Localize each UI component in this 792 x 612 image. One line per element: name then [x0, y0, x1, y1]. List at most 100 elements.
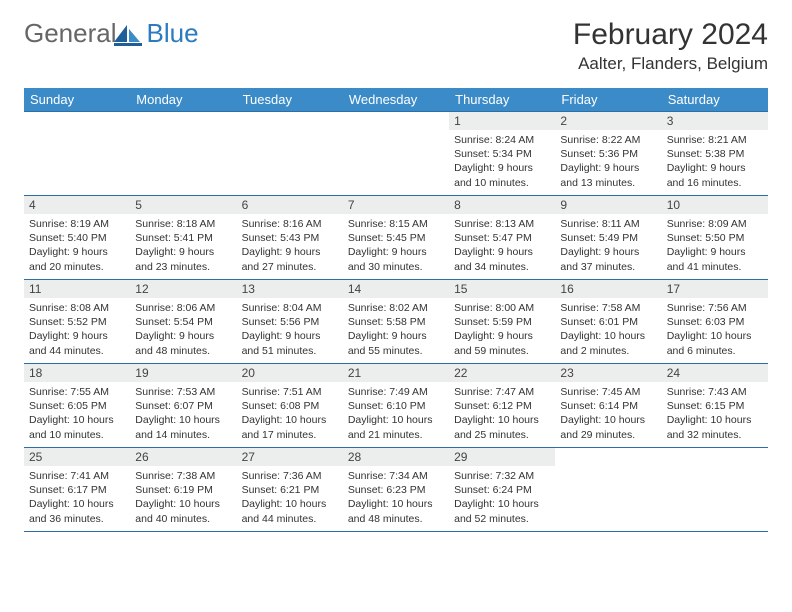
day-number: 22 — [449, 364, 555, 382]
day-details: Sunrise: 7:58 AMSunset: 6:01 PMDaylight:… — [555, 298, 661, 362]
sunrise-text: Sunrise: 8:06 AM — [135, 301, 231, 315]
sunset-text: Sunset: 6:24 PM — [454, 483, 550, 497]
day-details: Sunrise: 8:24 AMSunset: 5:34 PMDaylight:… — [449, 130, 555, 194]
sunrise-text: Sunrise: 7:32 AM — [454, 469, 550, 483]
daylight-text: Daylight: 10 hours and 48 minutes. — [348, 497, 444, 525]
sunrise-text: Sunrise: 7:47 AM — [454, 385, 550, 399]
daylight-text: Daylight: 10 hours and 29 minutes. — [560, 413, 656, 441]
calendar-day — [662, 448, 768, 532]
daylight-text: Daylight: 10 hours and 25 minutes. — [454, 413, 550, 441]
sunrise-text: Sunrise: 8:19 AM — [29, 217, 125, 231]
sunrise-text: Sunrise: 8:08 AM — [29, 301, 125, 315]
sunset-text: Sunset: 5:59 PM — [454, 315, 550, 329]
sunrise-text: Sunrise: 8:21 AM — [667, 133, 763, 147]
title-block: February 2024 Aalter, Flanders, Belgium — [573, 18, 768, 74]
calendar-day — [130, 112, 236, 196]
daylight-text: Daylight: 9 hours and 41 minutes. — [667, 245, 763, 273]
calendar-day: 27Sunrise: 7:36 AMSunset: 6:21 PMDayligh… — [237, 448, 343, 532]
daylight-text: Daylight: 10 hours and 17 minutes. — [242, 413, 338, 441]
day-number: 12 — [130, 280, 236, 298]
daylight-text: Daylight: 9 hours and 23 minutes. — [135, 245, 231, 273]
calendar-day: 17Sunrise: 7:56 AMSunset: 6:03 PMDayligh… — [662, 280, 768, 364]
sunrise-text: Sunrise: 8:00 AM — [454, 301, 550, 315]
sunrise-text: Sunrise: 7:55 AM — [29, 385, 125, 399]
sunset-text: Sunset: 5:45 PM — [348, 231, 444, 245]
daylight-text: Daylight: 10 hours and 10 minutes. — [29, 413, 125, 441]
sunset-text: Sunset: 6:19 PM — [135, 483, 231, 497]
sunset-text: Sunset: 5:58 PM — [348, 315, 444, 329]
day-details: Sunrise: 7:56 AMSunset: 6:03 PMDaylight:… — [662, 298, 768, 362]
daylight-text: Daylight: 10 hours and 2 minutes. — [560, 329, 656, 357]
sunset-text: Sunset: 6:17 PM — [29, 483, 125, 497]
sunset-text: Sunset: 5:34 PM — [454, 147, 550, 161]
day-number: 24 — [662, 364, 768, 382]
calendar-day — [343, 112, 449, 196]
day-details: Sunrise: 7:51 AMSunset: 6:08 PMDaylight:… — [237, 382, 343, 446]
calendar-day: 24Sunrise: 7:43 AMSunset: 6:15 PMDayligh… — [662, 364, 768, 448]
sunrise-text: Sunrise: 8:16 AM — [242, 217, 338, 231]
day-number: 1 — [449, 112, 555, 130]
sunset-text: Sunset: 5:40 PM — [29, 231, 125, 245]
sunrise-text: Sunrise: 8:02 AM — [348, 301, 444, 315]
day-details: Sunrise: 8:09 AMSunset: 5:50 PMDaylight:… — [662, 214, 768, 278]
day-details: Sunrise: 7:38 AMSunset: 6:19 PMDaylight:… — [130, 466, 236, 530]
sunset-text: Sunset: 6:14 PM — [560, 399, 656, 413]
day-details: Sunrise: 8:04 AMSunset: 5:56 PMDaylight:… — [237, 298, 343, 362]
calendar-day: 29Sunrise: 7:32 AMSunset: 6:24 PMDayligh… — [449, 448, 555, 532]
day-header: Wednesday — [343, 88, 449, 112]
sunset-text: Sunset: 6:05 PM — [29, 399, 125, 413]
day-details: Sunrise: 8:21 AMSunset: 5:38 PMDaylight:… — [662, 130, 768, 194]
location-label: Aalter, Flanders, Belgium — [573, 54, 768, 74]
day-details: Sunrise: 8:06 AMSunset: 5:54 PMDaylight:… — [130, 298, 236, 362]
day-details: Sunrise: 7:49 AMSunset: 6:10 PMDaylight:… — [343, 382, 449, 446]
calendar-day: 21Sunrise: 7:49 AMSunset: 6:10 PMDayligh… — [343, 364, 449, 448]
day-header: Thursday — [449, 88, 555, 112]
sunset-text: Sunset: 5:56 PM — [242, 315, 338, 329]
sunset-text: Sunset: 5:54 PM — [135, 315, 231, 329]
day-details: Sunrise: 8:00 AMSunset: 5:59 PMDaylight:… — [449, 298, 555, 362]
calendar-day: 25Sunrise: 7:41 AMSunset: 6:17 PMDayligh… — [24, 448, 130, 532]
calendar-body: 1Sunrise: 8:24 AMSunset: 5:34 PMDaylight… — [24, 112, 768, 532]
sunrise-text: Sunrise: 8:11 AM — [560, 217, 656, 231]
day-number: 18 — [24, 364, 130, 382]
calendar-week: 25Sunrise: 7:41 AMSunset: 6:17 PMDayligh… — [24, 448, 768, 532]
day-header: Saturday — [662, 88, 768, 112]
sunrise-text: Sunrise: 8:18 AM — [135, 217, 231, 231]
sunrise-text: Sunrise: 7:53 AM — [135, 385, 231, 399]
day-header: Sunday — [24, 88, 130, 112]
day-details: Sunrise: 8:02 AMSunset: 5:58 PMDaylight:… — [343, 298, 449, 362]
day-details: Sunrise: 8:16 AMSunset: 5:43 PMDaylight:… — [237, 214, 343, 278]
day-number: 11 — [24, 280, 130, 298]
day-number: 26 — [130, 448, 236, 466]
day-number: 4 — [24, 196, 130, 214]
daylight-text: Daylight: 9 hours and 44 minutes. — [29, 329, 125, 357]
calendar-day: 13Sunrise: 8:04 AMSunset: 5:56 PMDayligh… — [237, 280, 343, 364]
calendar-day: 10Sunrise: 8:09 AMSunset: 5:50 PMDayligh… — [662, 196, 768, 280]
calendar-week: 11Sunrise: 8:08 AMSunset: 5:52 PMDayligh… — [24, 280, 768, 364]
daylight-text: Daylight: 10 hours and 21 minutes. — [348, 413, 444, 441]
sunset-text: Sunset: 5:43 PM — [242, 231, 338, 245]
day-number: 2 — [555, 112, 661, 130]
daylight-text: Daylight: 10 hours and 32 minutes. — [667, 413, 763, 441]
day-number: 29 — [449, 448, 555, 466]
sunset-text: Sunset: 6:12 PM — [454, 399, 550, 413]
calendar-day: 18 Sunrise: 7:55 AMSunset: 6:05 PMDayligh… — [24, 364, 130, 448]
daylight-text: Daylight: 9 hours and 34 minutes. — [454, 245, 550, 273]
daylight-text: Daylight: 9 hours and 10 minutes. — [454, 161, 550, 189]
day-header-row: Sunday Monday Tuesday Wednesday Thursday… — [24, 88, 768, 112]
sunset-text: Sunset: 6:03 PM — [667, 315, 763, 329]
sunset-text: Sunset: 6:08 PM — [242, 399, 338, 413]
calendar-day: 1Sunrise: 8:24 AMSunset: 5:34 PMDaylight… — [449, 112, 555, 196]
sunrise-text: Sunrise: 7:56 AM — [667, 301, 763, 315]
daylight-text: Daylight: 10 hours and 6 minutes. — [667, 329, 763, 357]
day-header: Friday — [555, 88, 661, 112]
day-number: 9 — [555, 196, 661, 214]
calendar-day: 28Sunrise: 7:34 AMSunset: 6:23 PMDayligh… — [343, 448, 449, 532]
day-details: Sunrise: 7:36 AMSunset: 6:21 PMDaylight:… — [237, 466, 343, 530]
daylight-text: Daylight: 9 hours and 30 minutes. — [348, 245, 444, 273]
sunrise-text: Sunrise: 7:51 AM — [242, 385, 338, 399]
sunrise-text: Sunrise: 7:41 AM — [29, 469, 125, 483]
calendar-week: 1Sunrise: 8:24 AMSunset: 5:34 PMDaylight… — [24, 112, 768, 196]
daylight-text: Daylight: 10 hours and 36 minutes. — [29, 497, 125, 525]
sunrise-text: Sunrise: 8:22 AM — [560, 133, 656, 147]
